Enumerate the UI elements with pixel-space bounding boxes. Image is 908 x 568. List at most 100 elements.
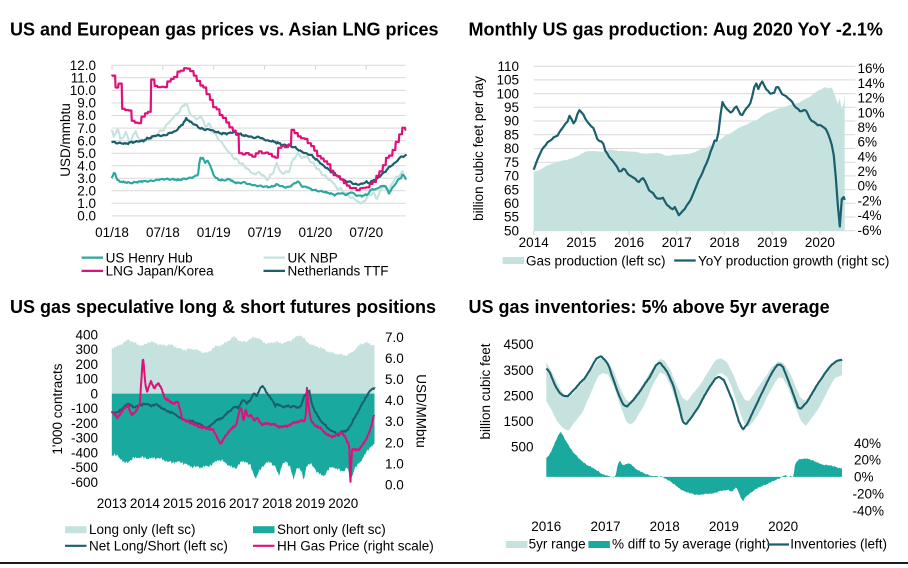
svg-text:US Henry Hub: US Henry Hub (106, 250, 193, 265)
svg-text:14%: 14% (858, 76, 885, 91)
svg-text:UK NBP: UK NBP (288, 250, 338, 265)
svg-text:2018: 2018 (709, 235, 739, 250)
svg-text:-20%: -20% (853, 487, 885, 502)
svg-text:2.0: 2.0 (77, 184, 96, 199)
svg-text:6%: 6% (858, 135, 878, 150)
svg-text:8.0: 8.0 (77, 108, 96, 123)
svg-text:2016: 2016 (614, 235, 644, 250)
svg-text:-4%: -4% (858, 208, 882, 223)
svg-text:80: 80 (504, 141, 519, 156)
svg-text:Short only (left sc): Short only (left sc) (277, 522, 386, 537)
svg-text:YoY production growth (right s: YoY production growth (right sc) (698, 253, 889, 268)
svg-text:1'000 contracts: 1'000 contracts (50, 363, 65, 454)
svg-text:4.0: 4.0 (77, 158, 96, 173)
svg-text:90: 90 (504, 114, 519, 129)
svg-text:500: 500 (511, 440, 534, 455)
svg-text:Gas production (left sc): Gas production (left sc) (526, 253, 666, 268)
svg-text:75: 75 (504, 155, 519, 170)
svg-text:-500: -500 (71, 460, 98, 475)
svg-text:1500: 1500 (503, 414, 533, 429)
svg-text:07/20: 07/20 (349, 225, 383, 240)
svg-text:% diff to 5y average (right): % diff to 5y average (right) (612, 537, 770, 552)
svg-text:2020: 2020 (768, 519, 798, 534)
svg-text:billion cubic feet per day: billion cubic feet per day (471, 76, 486, 221)
svg-text:4500: 4500 (503, 337, 533, 352)
svg-text:2014: 2014 (519, 235, 550, 250)
svg-text:85: 85 (504, 127, 519, 142)
svg-text:110: 110 (497, 59, 519, 74)
svg-text:-6%: -6% (858, 223, 882, 238)
svg-text:16%: 16% (858, 61, 885, 76)
svg-text:2018: 2018 (262, 496, 292, 511)
svg-text:Long only (left sc): Long only (left sc) (89, 522, 196, 537)
svg-text:-100: -100 (71, 401, 98, 416)
svg-text:US and European gas prices vs.: US and European gas prices vs. Asian LNG… (10, 20, 438, 40)
svg-text:2014: 2014 (130, 496, 161, 511)
svg-text:40%: 40% (854, 436, 881, 451)
svg-text:2018: 2018 (650, 519, 680, 534)
svg-text:2016: 2016 (531, 519, 561, 534)
svg-text:2015: 2015 (163, 496, 193, 511)
svg-text:01/18: 01/18 (95, 225, 129, 240)
svg-text:8%: 8% (858, 120, 878, 135)
svg-text:5.0: 5.0 (77, 146, 96, 161)
svg-text:Net Long/Short (left sc): Net Long/Short (left sc) (89, 539, 228, 554)
svg-text:20%: 20% (854, 453, 881, 468)
svg-text:10.0: 10.0 (70, 83, 96, 98)
svg-text:60: 60 (504, 196, 519, 211)
svg-text:2016: 2016 (196, 496, 226, 511)
svg-text:7.0: 7.0 (77, 121, 96, 136)
svg-text:300: 300 (75, 342, 98, 357)
svg-text:11.0: 11.0 (71, 71, 96, 86)
svg-text:HH Gas Price (right scale): HH Gas Price (right scale) (277, 539, 434, 554)
svg-text:3.0: 3.0 (77, 171, 96, 186)
svg-text:2%: 2% (858, 164, 878, 179)
svg-text:Monthly US gas production: Aug: Monthly US gas production: Aug 2020 YoY … (469, 20, 883, 40)
svg-text:07/18: 07/18 (146, 225, 180, 240)
svg-text:2013: 2013 (97, 496, 127, 511)
svg-text:-2%: -2% (858, 193, 882, 208)
svg-text:01/20: 01/20 (299, 225, 333, 240)
svg-text:2017: 2017 (662, 235, 692, 250)
svg-text:2017: 2017 (229, 496, 259, 511)
svg-text:100: 100 (75, 372, 98, 387)
svg-text:1.0: 1.0 (77, 196, 96, 211)
svg-text:9.0: 9.0 (77, 96, 96, 111)
svg-text:2020: 2020 (805, 235, 835, 250)
svg-text:Netherlands TTF: Netherlands TTF (288, 264, 389, 279)
svg-text:12%: 12% (858, 91, 885, 106)
svg-text:70: 70 (504, 169, 519, 184)
svg-text:-300: -300 (71, 431, 98, 446)
svg-text:95: 95 (504, 100, 519, 115)
svg-text:2019: 2019 (757, 235, 787, 250)
svg-text:65: 65 (504, 182, 519, 197)
svg-text:0%: 0% (858, 179, 878, 194)
svg-text:0.0: 0.0 (77, 209, 96, 224)
svg-text:01/19: 01/19 (197, 225, 231, 240)
svg-text:0.0: 0.0 (385, 478, 404, 493)
svg-text:10%: 10% (858, 105, 885, 120)
svg-text:-200: -200 (71, 416, 98, 431)
svg-text:US gas speculative long & shor: US gas speculative long & short futures … (10, 297, 436, 317)
svg-text:12.0: 12.0 (70, 58, 96, 73)
svg-text:Inventories (left): Inventories (left) (790, 537, 887, 552)
svg-text:400: 400 (75, 327, 98, 342)
svg-text:7.0: 7.0 (385, 330, 404, 345)
svg-text:billion cubic feet: billion cubic feet (478, 343, 493, 439)
svg-text:LNG Japan/Korea: LNG Japan/Korea (106, 264, 215, 279)
svg-text:4%: 4% (858, 149, 878, 164)
svg-text:2015: 2015 (566, 235, 596, 250)
svg-text:0: 0 (90, 386, 98, 401)
svg-text:07/19: 07/19 (248, 225, 282, 240)
svg-text:USD/MMbtu: USD/MMbtu (414, 374, 429, 448)
svg-text:105: 105 (496, 73, 519, 88)
svg-text:-600: -600 (71, 475, 98, 490)
svg-text:2019: 2019 (295, 496, 325, 511)
svg-text:4.0: 4.0 (385, 393, 404, 408)
svg-text:US gas inventories: 5% above 5: US gas inventories: 5% above 5yr average (469, 297, 830, 317)
svg-text:2020: 2020 (328, 496, 358, 511)
svg-text:5yr range: 5yr range (529, 537, 586, 552)
svg-text:3.0: 3.0 (385, 414, 404, 429)
svg-text:-400: -400 (71, 445, 98, 460)
svg-text:1.0: 1.0 (385, 456, 404, 471)
